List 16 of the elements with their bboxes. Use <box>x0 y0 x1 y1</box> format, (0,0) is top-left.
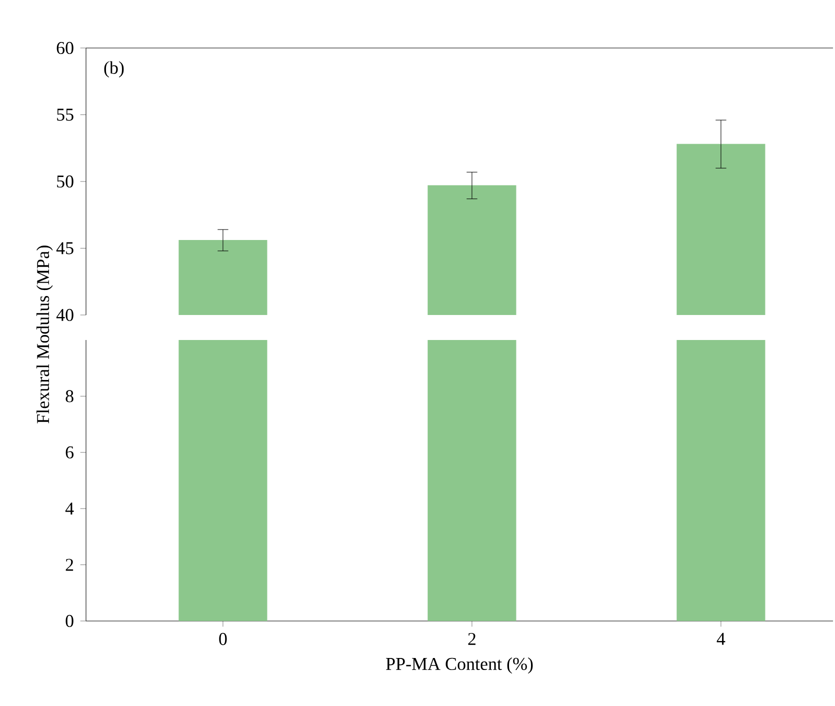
y-tick-label: 50 <box>57 175 74 188</box>
y-tick-label: 0 <box>66 614 74 628</box>
y-tick-label: 45 <box>56 242 74 254</box>
x-tick-label: 4 <box>716 632 726 645</box>
y-tick-label: 6 <box>66 446 74 458</box>
x-tick-label: 2 <box>468 632 476 645</box>
x-tick-label: 0 <box>219 632 227 646</box>
y-axis-title: Flexural Modulus (MPa) <box>36 246 53 424</box>
x-axis-title: PP-MA Content (%) <box>386 657 533 674</box>
y-tick-label: 55 <box>57 108 74 121</box>
y-tick-label: 40 <box>56 308 74 322</box>
annotation: (b) <box>104 61 124 78</box>
y-tick-label: 4 <box>65 502 74 515</box>
y-tick-label: 2 <box>66 558 74 571</box>
y-tick-label: 8 <box>66 390 74 402</box>
y-tick-label: 60 <box>56 42 74 54</box>
